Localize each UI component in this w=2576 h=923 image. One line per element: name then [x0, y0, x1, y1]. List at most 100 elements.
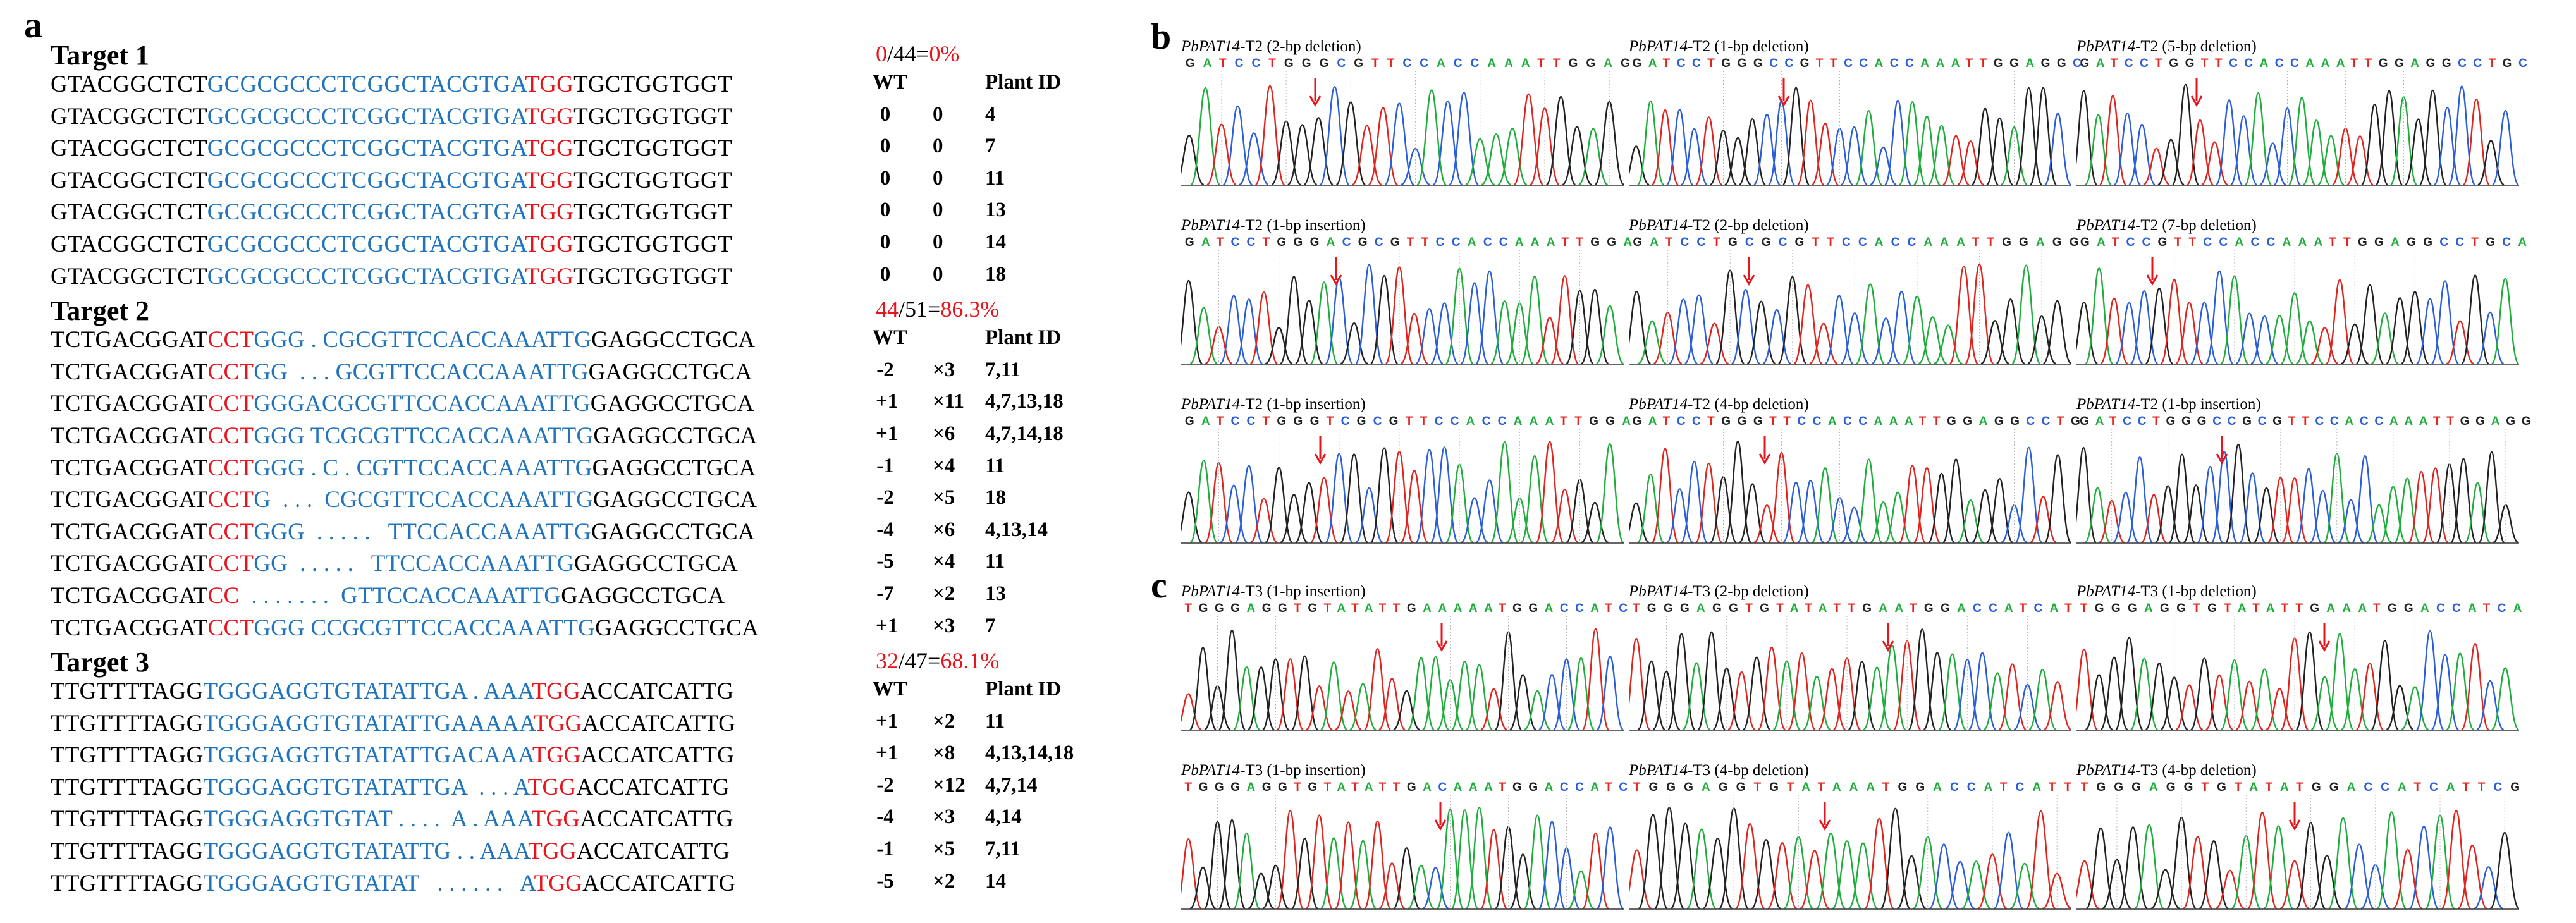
trace-peak [1436, 808, 1464, 910]
base-letter: A [2358, 602, 2373, 615]
trace-peak [1581, 501, 1609, 544]
trace-peak [2171, 83, 2200, 186]
trace-peak [2341, 668, 2369, 731]
trace-peak [1712, 667, 1741, 731]
base-letter: C [2502, 236, 2518, 249]
base-calls: GATCCTGCGCGTTCCACCAAATTGGAGG [1633, 236, 2086, 250]
flank-segment: GTACGGCTCT [51, 135, 207, 162]
base-letter: C [1246, 236, 1263, 249]
base-letter: T [1552, 57, 1569, 70]
pam-segment: TGG [534, 870, 583, 896]
base-letter: T [2446, 415, 2460, 428]
base-letter: T [1323, 602, 1337, 615]
mutation-arrow-icon [1434, 802, 1447, 831]
plant-id: 4 [985, 102, 996, 126]
trace-peak [1636, 474, 1665, 544]
trace-peak [2341, 323, 2369, 365]
trace-peak [1465, 138, 1495, 186]
allele-row: TCTGACGGATCCTGGG . C . CGTTCCACCAAATTGGA… [51, 455, 1138, 487]
base-letter: G [2069, 236, 2087, 249]
trace-peak [1686, 828, 1717, 910]
mutation-rate-total: /44= [887, 41, 929, 66]
trace-peak [1416, 89, 1447, 186]
target-segment: GCGCGCCCTCGGCTACGTGA [207, 199, 525, 226]
base-letter: C [1559, 781, 1576, 794]
base-letter: C [1251, 57, 1269, 70]
sequence: TCTGACGGATCCTGGGACGCGTTCCACCAAATTGGAGGCC… [51, 390, 754, 417]
trace-peak [1393, 690, 1420, 731]
base-letter: G [1712, 602, 1729, 615]
clone-count: ×3 [933, 358, 955, 381]
base-letter: T [1605, 781, 1619, 794]
base-letter: G [2387, 602, 2404, 615]
pam-segment: TGG [525, 167, 574, 193]
plant-id: 4,7,14 [985, 773, 1038, 797]
flank-segment: GAGGCCTGCA [595, 614, 759, 641]
gene-name: PbPAT14 [1629, 396, 1688, 413]
mutation-arrow-icon [1314, 436, 1327, 465]
base-letter: C [1691, 57, 1708, 70]
trace-peak [2448, 85, 2476, 186]
base-letter: C [2244, 57, 2260, 70]
flank-segment: TTGTTTTAGG [51, 806, 204, 833]
allele-row: TCTGACGGATCCTGGG . . . . . TTCCACCAAATTG… [51, 518, 1138, 551]
base-letter: A [1530, 236, 1547, 249]
base-letter: G [1607, 236, 1624, 249]
trace-peak [1451, 661, 1479, 731]
trace-peak [1581, 628, 1610, 731]
trace-peak [1581, 832, 1610, 910]
base-letter: A [2095, 57, 2111, 70]
flank-segment: GAGGCCTGCA [593, 422, 757, 449]
pam-segment: CCT [207, 614, 254, 641]
base-letter: C [1483, 236, 1499, 249]
trace-peak [2166, 816, 2197, 910]
base-letter: G [1923, 602, 1941, 615]
trace-peak [1408, 864, 1435, 910]
base-letter: T [2432, 415, 2447, 428]
mutation-type: -T2 (1-bp insertion) [2135, 396, 2261, 413]
base-letter: G [1994, 415, 2011, 428]
trace-peak [1220, 484, 1248, 544]
base-letter: C [1778, 236, 1795, 249]
trace-peak [1305, 814, 1334, 910]
sequence: TCTGACGGATCC . . . . . . . GTTCCACCAAATT… [51, 582, 725, 609]
base-letter: G [2207, 602, 2224, 615]
target-segment: GGG . C . CGTTCCACCAAATTG [254, 455, 592, 481]
base-letter: A [2279, 781, 2297, 794]
trace-peak [1415, 449, 1444, 544]
trace-peak [1490, 441, 1519, 544]
trace-peak [1567, 657, 1595, 731]
mutation-arrow-icon [2146, 257, 2159, 286]
trace-plot [1181, 795, 1624, 910]
trace-peak [1206, 123, 1237, 186]
clone-count: ×6 [933, 422, 955, 445]
gene-name: PbPAT14 [1181, 762, 1241, 779]
trace-peak [1432, 100, 1463, 186]
base-letter: C [1973, 602, 1989, 615]
trace-peak [2295, 320, 2324, 365]
base-letter: A [2389, 415, 2405, 428]
trace-peak [1832, 840, 1862, 910]
base-letter: A [1956, 236, 1972, 249]
base-letter: A [1546, 236, 1562, 249]
pam-segment: CCT [207, 391, 254, 417]
base-letter: C [1402, 57, 1420, 70]
base-letter: G [1727, 236, 1745, 249]
base-letter: G [1633, 236, 1650, 249]
base-letter: T [2188, 236, 2204, 249]
base-letter: A [1879, 602, 1895, 615]
trace-peak [2263, 825, 2294, 910]
flank-segment: TGCTGGTGGT [573, 263, 732, 290]
base-letter: A [1544, 602, 1560, 615]
base-letter: C [1481, 415, 1498, 428]
chromatogram-title: PbPAT14-T3 (1-bp insertion) [1181, 762, 1366, 779]
flank-segment: ACCATCATTG [580, 742, 735, 769]
mutation-type: -T3 (1-bp insertion) [1240, 583, 1366, 600]
trace-peak [1234, 465, 1263, 544]
trace-peak [1401, 148, 1431, 186]
trace-peak [1666, 488, 1693, 544]
target-segment: GGG CCGCGTTCCACCAAATTG [254, 614, 596, 641]
base-letter: T [1560, 415, 1575, 428]
trace-plot [1181, 250, 1624, 365]
base-letter: C [1676, 57, 1692, 70]
